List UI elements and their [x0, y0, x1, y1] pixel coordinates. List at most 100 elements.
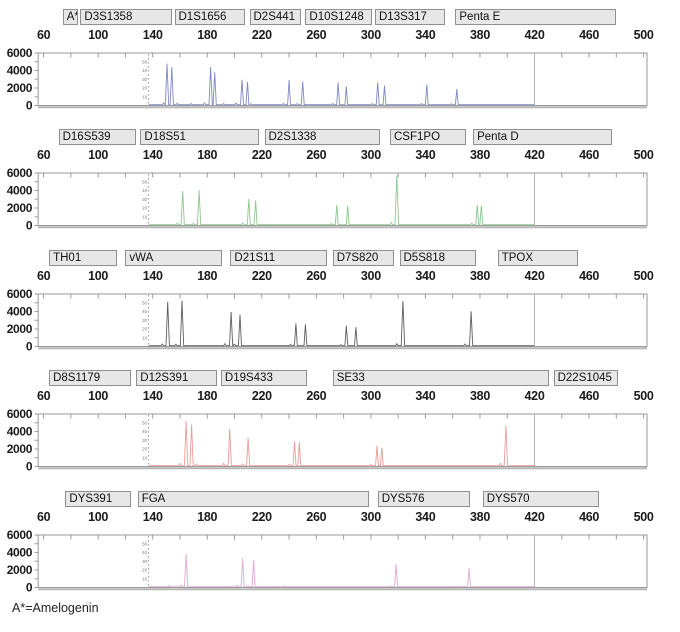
marker-label: D16S539 [58, 129, 137, 145]
trace-plot-green: 6000 4000 2000 0 50 40 30 20 10 [7, 166, 648, 233]
x-tick-label: 180 [197, 510, 218, 524]
dye-panel-blue: A* D3S1358 D1S1656 D2S441 D10S1248 D13S317 Pen… [0, 9, 680, 130]
plot-box [37, 413, 648, 467]
cursor-scale-label: 50 [142, 179, 148, 184]
marker-label: CSF1PO [390, 129, 467, 145]
cursor-scale-label: 40 [142, 309, 148, 314]
x-tick-label: 420 [524, 28, 545, 42]
y-tick-label: 0 [26, 99, 33, 113]
x-tick-label: 140 [142, 269, 163, 283]
marker-label: D2S1338 [264, 129, 381, 145]
x-tick-label: 500 [633, 389, 654, 403]
marker-label: D1S1656 [174, 9, 246, 25]
cursor-scale-label: 20 [142, 206, 148, 211]
cursor-scale-label: 30 [142, 559, 148, 564]
marker-label: DYS576 [377, 491, 471, 507]
marker-label: TPOX [497, 250, 579, 266]
y-tick-label: 6000 [7, 166, 33, 180]
marker-label: D18S51 [140, 129, 259, 145]
marker-label: D3S1358 [80, 9, 172, 25]
x-tick-label: 220 [251, 28, 272, 42]
marker-label: vWA [125, 250, 223, 266]
x-tick-label: 100 [88, 389, 109, 403]
x-tick-label: 180 [197, 269, 218, 283]
x-tick-label: 180 [197, 389, 218, 403]
marker-label: TH01 [49, 250, 118, 266]
trace-plot-red: 6000 4000 2000 0 50 40 30 20 10 [7, 407, 648, 474]
y-tick-label: 4000 [7, 546, 33, 560]
y-tick-label: 2000 [7, 442, 33, 456]
cursor-scale-label: 10 [142, 576, 148, 581]
x-tick-label: 140 [142, 28, 163, 42]
x-tick-label: 340 [415, 510, 436, 524]
dye-panel-red: D8S1179 D12S391 D19S433 SE33 D22S1045 60 100 14… [0, 370, 680, 491]
marker-label: D7S820 [332, 250, 395, 266]
x-tick-label: 380 [470, 28, 490, 42]
x-tick-label: 260 [306, 389, 327, 403]
x-tick-label: 380 [470, 148, 490, 162]
x-tick-label: 500 [633, 269, 654, 283]
cursor-scale-label: 50 [142, 59, 148, 64]
y-tick-label: 2000 [7, 563, 33, 577]
marker-label: D10S1248 [305, 9, 373, 25]
cursor-scale-label: 40 [142, 550, 148, 555]
dye-panel-green: D16S539 D18S51 D2S1338 CSF1PO Penta D 60 100 14… [0, 129, 680, 250]
x-tick-label: 100 [88, 269, 109, 283]
marker-label: DYS391 [65, 491, 131, 507]
x-tick-label: 260 [306, 510, 327, 524]
y-tick-label: 4000 [7, 305, 33, 319]
marker-label: SE33 [332, 370, 550, 386]
x-tick-label: 60 [36, 389, 51, 403]
y-tick-label: 2000 [7, 81, 33, 95]
plot-box [37, 52, 648, 106]
marker-label: D13S317 [375, 9, 445, 25]
cursor-scale-label: 30 [142, 77, 148, 82]
cursor-scale-label: 10 [142, 455, 148, 460]
y-tick-label: 2000 [7, 201, 33, 215]
x-tick-label: 300 [360, 148, 381, 162]
cursor-scale-label: 50 [142, 300, 148, 305]
x-tick-label: 260 [306, 28, 327, 42]
marker-label: D22S1045 [553, 370, 618, 386]
x-tick-label: 300 [360, 269, 381, 283]
plot-box [37, 172, 648, 226]
trace-blue [148, 63, 535, 106]
x-tick-label: 380 [470, 510, 490, 524]
x-tick-label: 220 [251, 389, 272, 403]
marker-label: Penta E [455, 9, 617, 25]
marker-label: D5S818 [399, 250, 476, 266]
trace-green [148, 174, 535, 226]
y-tick-label: 6000 [7, 528, 33, 542]
dye-panel-black: TH01 vWA D21S11 D7S820 D5S818 TPOX 60 100 140 180… [0, 250, 680, 371]
cursor-scale-label: 10 [142, 335, 148, 340]
x-tick-label: 460 [579, 148, 600, 162]
x-tick-label: 140 [142, 389, 163, 403]
x-tick-label: 220 [251, 148, 272, 162]
x-tick-label: 460 [579, 510, 600, 524]
plot-box [37, 293, 648, 347]
cursor-scale-label: 20 [142, 447, 148, 452]
plot-box [37, 534, 648, 588]
cursor-scale-label: 40 [142, 429, 148, 434]
x-tick-label: 460 [579, 28, 600, 42]
marker-label: D2S441 [249, 9, 302, 25]
x-tick-label: 420 [524, 510, 545, 524]
trace-pink [148, 554, 535, 588]
x-tick-label: 260 [306, 269, 327, 283]
x-tick-label: 300 [360, 510, 381, 524]
x-tick-label: 180 [197, 148, 218, 162]
y-tick-label: 0 [26, 460, 33, 474]
y-tick-label: 2000 [7, 322, 33, 336]
x-tick-label: 340 [415, 389, 436, 403]
cursor-scale-label: 40 [142, 68, 148, 73]
cursor-scale-label: 20 [142, 86, 148, 91]
trace-red [148, 421, 535, 467]
x-tick-label: 140 [142, 148, 163, 162]
marker-label: Penta D [473, 129, 613, 145]
marker-label: A* [62, 9, 78, 25]
y-tick-label: 6000 [7, 407, 33, 421]
x-tick-label: 60 [36, 510, 51, 524]
trace-plot-black: 6000 4000 2000 0 50 40 30 20 10 [7, 287, 648, 354]
y-tick-label: 4000 [7, 64, 33, 78]
x-tick-label: 60 [36, 269, 51, 283]
